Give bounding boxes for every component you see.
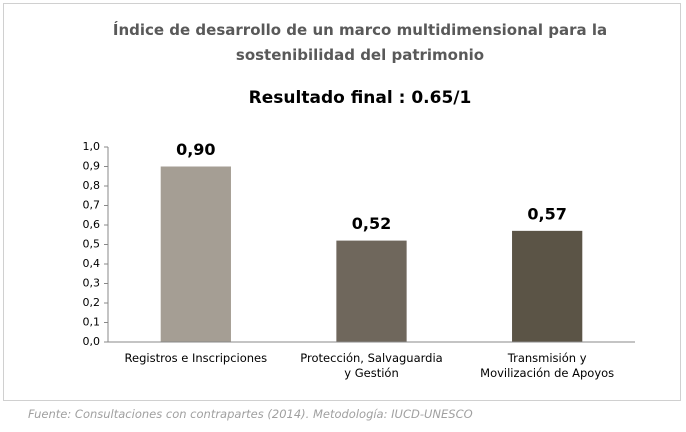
x-tick-label: Registros e Inscripciones <box>124 351 268 365</box>
bar <box>512 230 583 342</box>
chart-subtitle: Resultado final : 0.65/1 <box>248 88 472 108</box>
y-tick-label: 0,1 <box>83 316 101 329</box>
bar <box>160 166 231 342</box>
y-tick-label: 1,0 <box>83 140 101 153</box>
y-tick-label: 0,4 <box>83 257 101 270</box>
y-tick-label: 0,9 <box>83 160 101 173</box>
y-tick-label: 0,7 <box>83 199 101 212</box>
value-label: 0,52 <box>352 214 391 233</box>
chart-frame <box>3 3 681 401</box>
bar <box>336 240 407 342</box>
y-tick-label: 0,2 <box>83 296 101 309</box>
y-tick-label: 0,8 <box>83 179 101 192</box>
chart-title: Índice de desarrollo de un marco multidi… <box>112 21 608 64</box>
y-tick-label: 0,5 <box>83 238 101 251</box>
value-label: 0,57 <box>527 204 566 223</box>
x-tick-label: Protección, Salvaguardia y Gestión <box>300 351 443 380</box>
value-label: 0,90 <box>176 140 215 159</box>
y-tick-label: 0,3 <box>83 277 101 290</box>
y-tick-label: 0,6 <box>83 218 101 231</box>
source-note: Fuente: Consultaciones con contrapartes … <box>28 407 473 421</box>
x-tick-label: Transmisión y Movilización de Apoyos <box>480 351 615 380</box>
y-tick-label: 0,0 <box>83 335 101 348</box>
